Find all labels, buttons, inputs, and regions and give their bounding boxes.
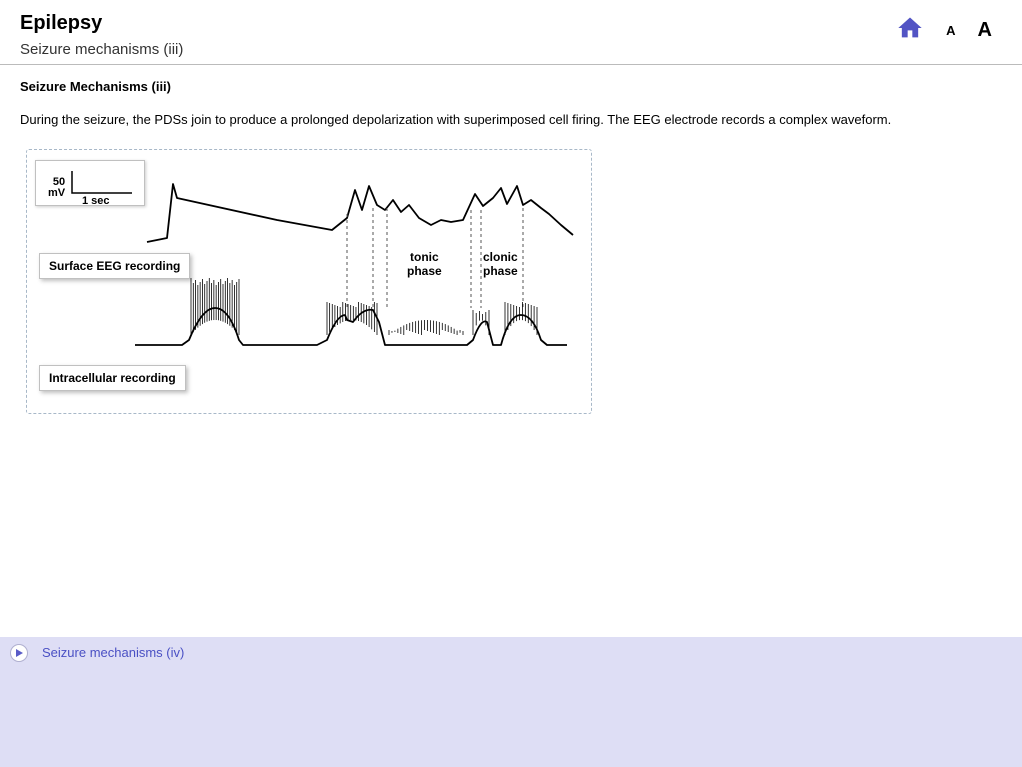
surface-eeg-label: Surface EEG recording <box>39 253 190 279</box>
page-subtitle: Seizure mechanisms (iii) <box>20 41 1002 58</box>
intracellular-label: Intracellular recording <box>39 365 186 391</box>
section-title: Seizure Mechanisms (iii) <box>20 79 1002 94</box>
tonic-phase-label: tonicphase <box>407 250 442 278</box>
diagram-container: 50mV 1 sec Surface EEG recording Intrace… <box>26 149 592 414</box>
footer-nav: Seizure mechanisms (iv) <box>0 637 1022 767</box>
clonic-phase-label: clonicphase <box>483 250 518 278</box>
page-header: Epilepsy Seizure mechanisms (iii) A A <box>0 0 1022 65</box>
play-next-button[interactable] <box>10 644 28 662</box>
next-page-link[interactable]: Seizure mechanisms (iv) <box>42 644 184 660</box>
body-paragraph: During the seizure, the PDSs join to pro… <box>20 112 1002 127</box>
home-icon[interactable] <box>896 14 924 47</box>
font-size-small-button[interactable]: A <box>946 23 955 38</box>
page-title: Epilepsy <box>20 12 1002 35</box>
content-area: Seizure Mechanisms (iii) During the seiz… <box>0 65 1022 424</box>
header-controls: A A <box>896 14 992 47</box>
font-size-large-button[interactable]: A <box>978 19 992 42</box>
